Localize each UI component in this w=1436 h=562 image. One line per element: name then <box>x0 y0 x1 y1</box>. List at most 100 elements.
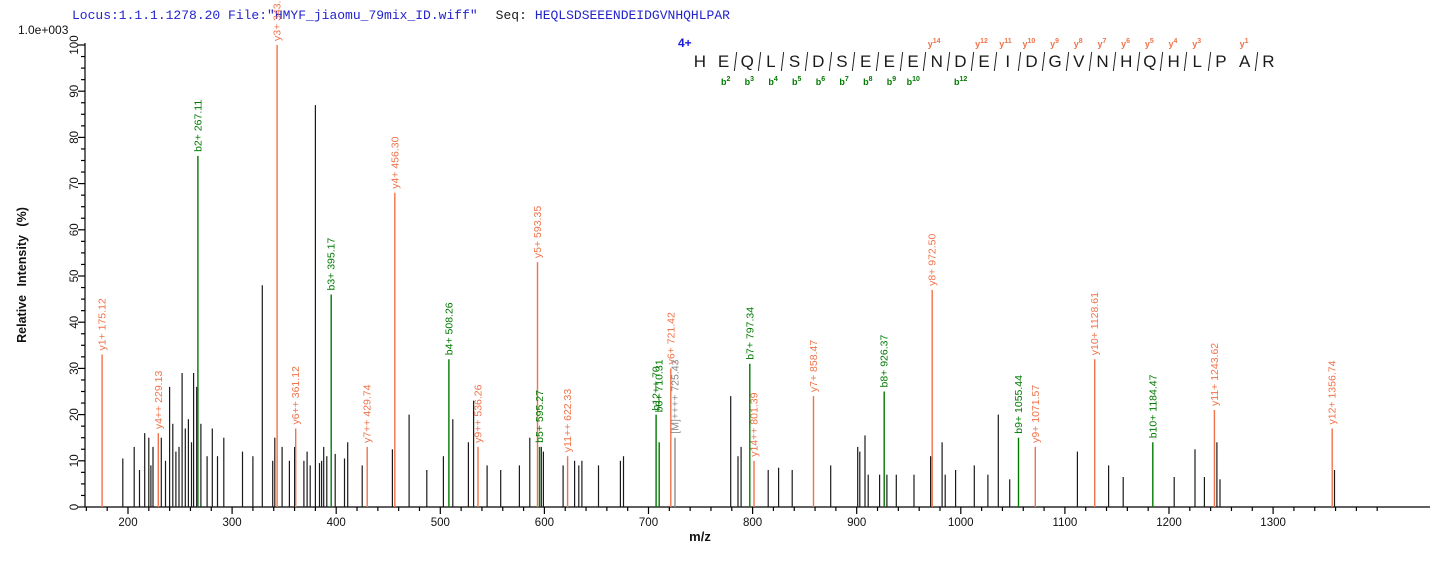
svg-text:y11++ 622.33: y11++ 622.33 <box>562 389 574 453</box>
b-ion-label: b7 <box>839 76 849 87</box>
svg-text:y1+ 175.12: y1+ 175.12 <box>97 298 109 350</box>
header-bar: Locus:1.1.1.1278.20 File:"HMYF_jiaomu_79… <box>72 8 730 23</box>
svg-text:20: 20 <box>69 408 81 421</box>
svg-text:60: 60 <box>69 223 81 236</box>
svg-text:50: 50 <box>69 270 81 283</box>
svg-text:600: 600 <box>535 517 554 529</box>
svg-text:1300: 1300 <box>1260 517 1286 529</box>
svg-text:y5+ 593.35: y5+ 593.35 <box>532 206 544 258</box>
precursor-charge-label: 4+ <box>678 36 692 50</box>
svg-text:y7++ 429.74: y7++ 429.74 <box>362 384 374 443</box>
svg-text:900: 900 <box>847 517 866 529</box>
residue: P <box>1215 52 1227 71</box>
y-tick-labels: 0 10 20 30 40 50 60 70 80 90 100 <box>69 35 81 510</box>
y-ion-label: y5 <box>1144 38 1154 49</box>
svg-text:y6+ 721.42: y6+ 721.42 <box>665 312 677 364</box>
svg-text:y9++ 536.26: y9++ 536.26 <box>473 384 485 443</box>
y-ion-label: y1 <box>1239 38 1249 49</box>
axes <box>78 43 1430 514</box>
svg-text:700: 700 <box>639 517 658 529</box>
svg-text:[M]++++ 725.43: [M]++++ 725.43 <box>670 359 682 433</box>
svg-text:b12++ 70: b12++ 70 <box>651 366 663 411</box>
svg-text:1200: 1200 <box>1156 517 1182 529</box>
svg-text:y4+ 456.30: y4+ 456.30 <box>389 136 401 188</box>
svg-text:b8+ 926.37: b8+ 926.37 <box>879 334 891 387</box>
y-axis-title: Relative Intensity (%) <box>15 207 29 343</box>
svg-text:500: 500 <box>431 517 450 529</box>
b-ion-label: b2 <box>720 76 731 87</box>
b-ion-label: b4 <box>768 76 778 87</box>
y-ion-label: y3 <box>1192 38 1202 49</box>
svg-text:200: 200 <box>118 517 137 529</box>
x-axis-title: m/z <box>689 529 711 544</box>
svg-text:b5+ 595.27: b5+ 595.27 <box>534 390 546 443</box>
svg-text:400: 400 <box>327 517 346 529</box>
residue: H <box>693 52 706 71</box>
header-seq-value: HEQLSDSEEENDEIDGVNHQHLPAR <box>534 8 730 23</box>
svg-text:y11+ 1243.62: y11+ 1243.62 <box>1209 343 1221 406</box>
svg-text:y7+ 858.47: y7+ 858.47 <box>808 340 820 392</box>
svg-text:90: 90 <box>69 85 81 98</box>
svg-text:y9+ 1071.57: y9+ 1071.57 <box>1030 385 1042 443</box>
svg-text:1100: 1100 <box>1053 517 1078 529</box>
svg-text:80: 80 <box>69 131 81 144</box>
b-ion-label: b8 <box>863 76 873 87</box>
y-ion-label: y12 <box>975 38 988 49</box>
y-ion-label: y10 <box>1022 38 1036 49</box>
svg-text:30: 30 <box>69 362 81 375</box>
svg-text:1000: 1000 <box>948 517 974 529</box>
svg-text:0: 0 <box>69 504 81 510</box>
svg-text:800: 800 <box>743 517 762 529</box>
svg-text:b4+ 508.26: b4+ 508.26 <box>443 302 455 355</box>
y-ion-label: y7 <box>1097 38 1107 49</box>
y-scale-note: 1.0e+003 <box>18 23 69 37</box>
svg-text:b6+ 710.31: b6+ 710.31 <box>654 359 666 412</box>
svg-text:b2+ 267.11: b2+ 267.11 <box>192 100 204 152</box>
peak-labels: y1+ 175.12 y4++ 229.13 b2+ 267.11 y3+ 343.2… <box>97 0 1339 457</box>
b-ion-label: b9 <box>886 76 897 87</box>
b-ion-label: b10 <box>906 76 920 87</box>
svg-text:y14++ 801.39: y14++ 801.39 <box>749 392 761 456</box>
header-locus-file: Locus:1.1.1.1278.20 File:"HMYF_jiaomu_79… <box>72 8 478 23</box>
svg-text:b9+ 1055.44: b9+ 1055.44 <box>1013 375 1025 434</box>
residue: R <box>1262 52 1275 71</box>
svg-text:70: 70 <box>69 177 81 190</box>
peaks <box>101 45 1336 507</box>
y-ion-label: y11 <box>999 38 1012 49</box>
y-ion-label: y8 <box>1073 38 1083 49</box>
svg-text:y4++ 229.13: y4++ 229.13 <box>153 371 165 430</box>
x-tick-labels: 200 300 400 500 600 700 800 900 1000 1100 1200 1300 <box>118 517 1285 529</box>
svg-text:10: 10 <box>69 454 81 467</box>
svg-text:100: 100 <box>69 35 81 54</box>
svg-text:40: 40 <box>69 316 81 329</box>
svg-text:y10+ 1128.61: y10+ 1128.61 <box>1089 292 1101 355</box>
y-ion-label: y6 <box>1121 38 1131 49</box>
y-ion-label: y14 <box>927 38 941 49</box>
b-ion-label: b6 <box>815 76 826 87</box>
b-ion-label: b5 <box>792 76 802 87</box>
header-seq-label: Seq: <box>495 8 527 23</box>
